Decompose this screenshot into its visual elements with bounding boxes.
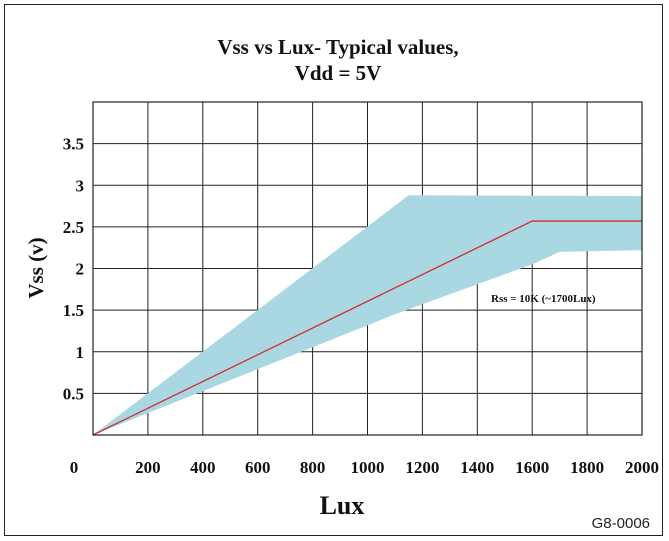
chart-frame (4, 4, 663, 536)
x-axis-label: Lux (320, 491, 365, 520)
chart-title-line-1: Vss vs Lux- Typical values, (217, 35, 458, 59)
x-tick-label: 1000 (351, 458, 385, 477)
typical-vss-line (92, 220, 642, 436)
x-tick-label: 1600 (515, 458, 549, 477)
annotation-rss: Rss = 10K (~1700Lux) (491, 293, 596, 305)
y-tick-label: 2 (76, 260, 85, 279)
typical-range-band (93, 195, 642, 435)
y-tick-label: 2.5 (63, 218, 84, 237)
x-tick-label: 1400 (460, 458, 494, 477)
y-tick-label: 1.5 (63, 301, 84, 320)
x-tick-label: 0 (70, 458, 79, 477)
x-tick-label: 400 (190, 458, 216, 477)
figure-code: G8-0006 (592, 515, 650, 532)
x-tick-label: 200 (135, 458, 161, 477)
y-tick-label: 3.5 (63, 135, 84, 154)
x-tick-label: 1800 (570, 458, 604, 477)
x-tick-label: 2000 (625, 458, 659, 477)
y-tick-label: 1 (76, 343, 85, 362)
y-tick-label: 0.5 (63, 384, 84, 403)
y-axis-label: Vss (v) (24, 237, 48, 298)
x-tick-label: 600 (245, 458, 271, 477)
x-tick-label: 1200 (405, 458, 439, 477)
x-tick-label: 800 (300, 458, 326, 477)
plot-area-border (92, 101, 643, 436)
y-tick-label: 3 (76, 176, 85, 195)
chart-title-line-2: Vdd = 5V (295, 61, 382, 85)
